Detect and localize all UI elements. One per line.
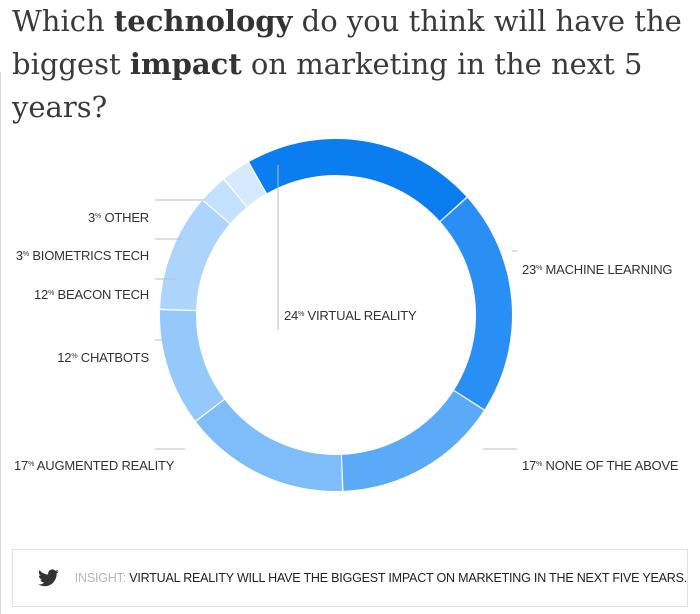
slice-chatbots[interactable] — [159, 310, 224, 421]
insight-message: VIRTUAL REALITY WILL HAVE THE BIGGEST IM… — [129, 571, 687, 585]
slice-value: 17 — [14, 458, 28, 473]
slice-label: 12% CHATBOTS — [57, 350, 149, 365]
slice-augmented-reality[interactable] — [196, 399, 343, 491]
slice-label: 3% OTHER — [88, 210, 149, 225]
slice-label: 23% MACHINE LEARNING — [522, 262, 672, 277]
slice-label: 12% BEACON TECH — [34, 287, 149, 302]
percent-sign: % — [23, 251, 29, 258]
slice-name: AUGMENTED REALITY — [34, 458, 175, 473]
percent-sign: % — [28, 461, 34, 468]
slice-none-of-the-above[interactable] — [341, 390, 484, 491]
slice-name: CHATBOTS — [77, 350, 149, 365]
page-title: Which technology do you think will have … — [12, 0, 692, 129]
insight-text: INSIGHT: VIRTUAL REALITY WILL HAVE THE B… — [75, 571, 687, 585]
slice-value: 17 — [522, 458, 536, 473]
slice-other[interactable] — [224, 162, 266, 207]
slice-virtual-reality[interactable] — [249, 138, 467, 221]
percent-sign: % — [536, 265, 542, 272]
slice-value: 12 — [34, 287, 48, 302]
left-divider — [0, 72, 1, 614]
slice-name: MACHINE LEARNING — [542, 262, 672, 277]
title-part-2: do you think will have the biggest — [12, 4, 682, 81]
slice-biometrics-tech[interactable] — [203, 179, 247, 224]
slice-value: 23 — [522, 262, 536, 277]
title-part-1: technology — [113, 4, 293, 38]
donut-chart: 24% VIRTUAL REALITY 23% MACHINE LEARNING 1… — [14, 138, 679, 491]
slice-value: 3 — [88, 210, 95, 225]
percent-sign: % — [536, 461, 542, 468]
title-part-4: on marketing in the next 5 years? — [12, 47, 643, 124]
slice-label: 3% BIOMETRICS TECH — [16, 248, 149, 263]
slice-label: 17% AUGMENTED REALITY — [14, 458, 175, 473]
slice-label: 17% NONE OF THE ABOVE — [522, 458, 679, 473]
slice-name: NONE OF THE ABOVE — [542, 458, 679, 473]
percent-sign: % — [95, 213, 101, 220]
percent-sign: % — [71, 353, 77, 360]
title-part-0: Which — [12, 4, 114, 38]
slice-name: VIRTUAL REALITY — [304, 308, 417, 323]
slice-name: BEACON TECH — [54, 287, 149, 302]
percent-sign: % — [298, 311, 304, 318]
insight-box: INSIGHT: VIRTUAL REALITY WILL HAVE THE B… — [12, 549, 688, 607]
twitter-bird-icon[interactable] — [38, 569, 59, 587]
slice-beacon-tech[interactable] — [160, 200, 230, 310]
percent-sign: % — [48, 290, 54, 297]
slice-value: 12 — [57, 350, 71, 365]
slice-value: 24 — [284, 308, 298, 323]
slice-machine-learning[interactable] — [440, 197, 513, 410]
slice-value: 3 — [16, 248, 23, 263]
title-part-3: impact — [129, 47, 242, 81]
insight-prefix: INSIGHT: — [74, 571, 126, 585]
slice-label: 24% VIRTUAL REALITY — [284, 308, 417, 323]
slice-name: BIOMETRICS TECH — [29, 248, 149, 263]
slice-name: OTHER — [101, 210, 149, 225]
